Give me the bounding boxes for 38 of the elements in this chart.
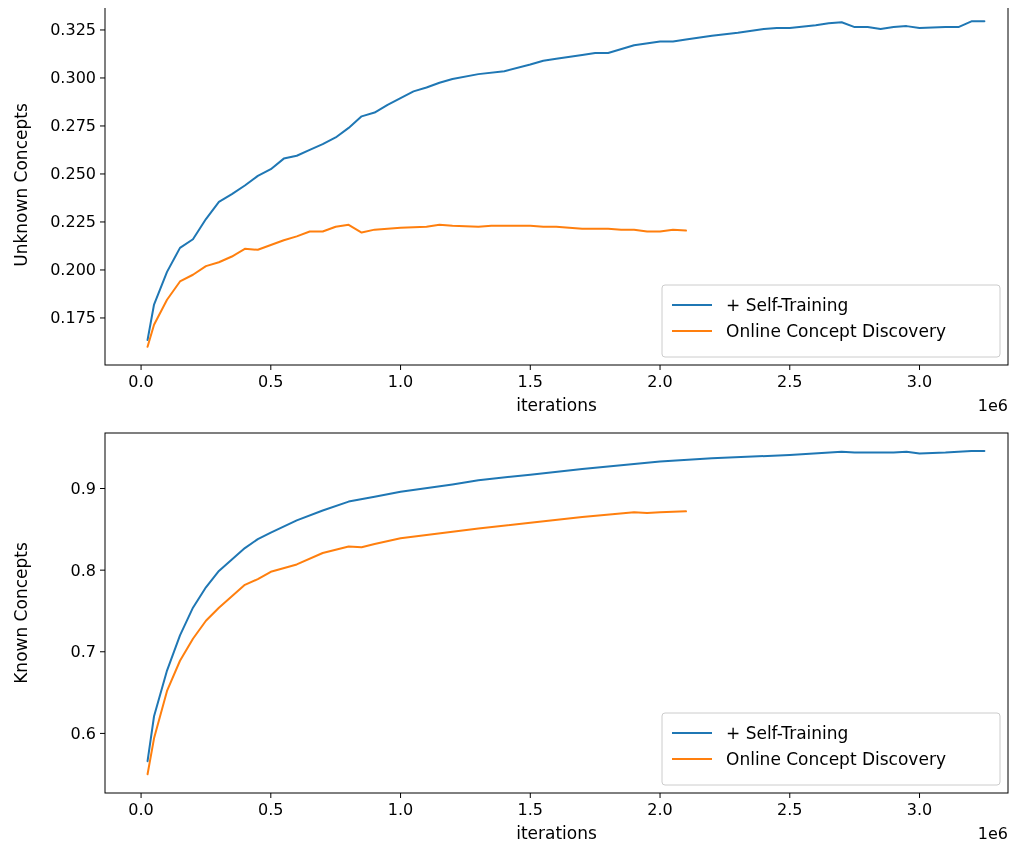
y-tick-label: 0.8 [70, 560, 96, 580]
y-tick-label: 0.6 [70, 723, 96, 743]
legend-label: + Self-Training [726, 295, 849, 315]
y-tick-label: 0.250 [50, 164, 96, 184]
x-tick-label: 1.5 [517, 372, 544, 391]
x-tick-label: 2.5 [777, 372, 803, 391]
y-axis-title: Known Concepts [11, 542, 31, 684]
x-tick-label: 1.0 [387, 372, 414, 391]
x-tick-label: 3.0 [906, 372, 933, 391]
x-tick-label: 1.0 [387, 800, 414, 819]
y-tick-label: 0.300 [50, 68, 96, 88]
legend-label: Online Concept Discovery [726, 321, 946, 341]
line-series [146, 510, 687, 776]
legend-label: Online Concept Discovery [726, 749, 946, 769]
y-tick-label: 0.9 [70, 479, 96, 499]
legend-label: + Self-Training [726, 723, 849, 743]
x-tick-label: 2.0 [647, 800, 673, 819]
y-tick-label: 0.275 [50, 116, 96, 136]
x-tick-label: 0.5 [258, 800, 284, 819]
text: 1e6 [977, 396, 1008, 415]
y-tick-label: 0.200 [50, 260, 96, 280]
x-axis-title: iterations [516, 395, 597, 415]
y-tick-label: 0.175 [50, 308, 96, 328]
x-tick-label: 2.0 [647, 372, 673, 391]
x-axis-title: iterations [516, 823, 597, 843]
x-tick-label: 3.0 [906, 800, 933, 819]
x-tick-label: 1.5 [517, 800, 544, 819]
x-tick-label: 0.5 [258, 372, 284, 391]
y-axis-title: Unknown Concepts [11, 103, 31, 267]
x-tick-label: 2.5 [777, 800, 803, 819]
x-tick-label: 0.0 [128, 800, 154, 819]
y-tick-label: 0.225 [50, 212, 96, 232]
y-tick-label: 0.325 [50, 20, 96, 40]
y-tick-label: 0.7 [70, 642, 96, 662]
line-series [146, 20, 986, 342]
text: 1e6 [977, 824, 1008, 843]
line-series [146, 223, 687, 348]
x-tick-label: 0.0 [128, 372, 154, 391]
